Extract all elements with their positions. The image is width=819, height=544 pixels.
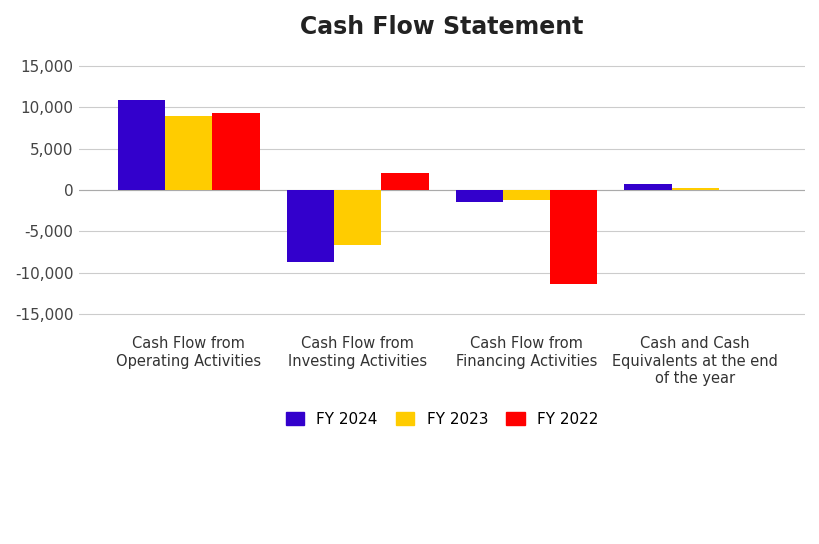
Title: Cash Flow Statement: Cash Flow Statement [300, 15, 583, 39]
Bar [165, 115, 212, 190]
Bar [502, 190, 550, 200]
Bar [287, 190, 333, 262]
Bar [381, 172, 428, 190]
Bar [455, 190, 502, 202]
Bar [118, 100, 165, 190]
Legend: FY 2024, FY 2023, FY 2022: FY 2024, FY 2023, FY 2022 [279, 405, 604, 432]
Bar [671, 188, 718, 190]
Bar [212, 113, 260, 190]
Bar [333, 190, 381, 245]
Bar [550, 190, 596, 285]
Bar [623, 184, 671, 190]
